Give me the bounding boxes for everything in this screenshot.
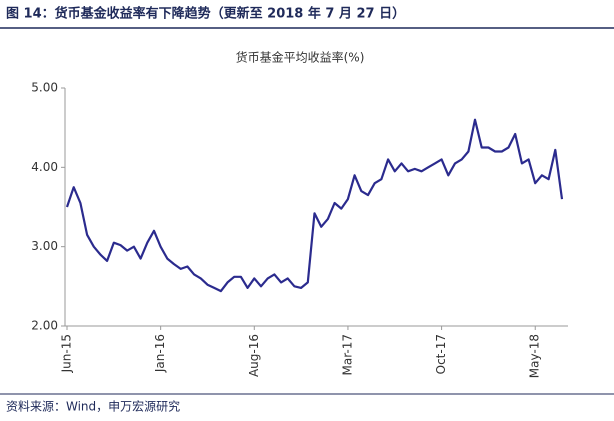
y-tick-label: 5.00 — [31, 81, 58, 95]
x-tick-label: Oct-17 — [434, 334, 448, 374]
data-line — [65, 118, 564, 293]
x-tick-label: May-18 — [528, 334, 542, 378]
figure-title: 图 14：货币基金收益率有下降趋势（更新至 2018 年 7 月 27 日） — [6, 6, 405, 22]
chart-title: 货币基金平均收益率(%) — [236, 50, 365, 65]
x-tick-label: Jan-16 — [153, 334, 167, 373]
y-tick-label: 3.00 — [31, 239, 58, 253]
x-tick-label: Jun-15 — [60, 334, 74, 373]
x-tick-label: Mar-17 — [340, 334, 354, 375]
x-tick-label: Aug-16 — [247, 334, 261, 377]
y-tick-label: 4.00 — [31, 160, 58, 174]
y-tick-label: 2.00 — [31, 319, 58, 333]
source: 资料来源：Wind，申万宏源研究 — [6, 399, 180, 414]
